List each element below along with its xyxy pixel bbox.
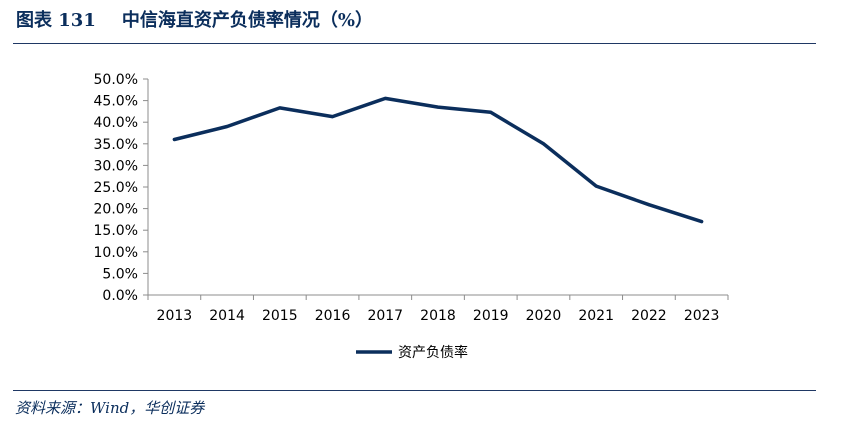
legend: 资产负债率 [356,344,468,361]
data-point [331,115,335,119]
data-point [225,125,229,129]
figure-number: 图表 131 [16,10,96,31]
data-point [172,137,176,141]
y-tick-label: 5.0% [102,266,138,282]
data-point [647,203,651,207]
legend-label: 资产负债率 [398,344,468,361]
y-axis: 0.0% 5.0% 10.0% 15.0% 20.0% 25.0% 30.0% 35.0% 40… [94,72,149,304]
x-tick-label: 2014 [209,308,245,324]
x-tick-label: 2013 [157,308,193,324]
x-tick-label: 2018 [420,308,456,324]
data-point [436,105,440,109]
data-point [489,110,493,114]
data-point [383,96,387,100]
title-divider [13,43,816,44]
y-tick-label: 45.0% [94,94,138,110]
figure-caption: 中信海直资产负债率情况（%） [121,10,373,31]
data-point [700,220,704,224]
figure-title: 图表 131 中信海直资产负债率情况（%） [16,6,373,32]
y-tick-label: 25.0% [94,180,138,196]
series-line [172,96,704,224]
data-point [278,106,282,110]
x-tick-label: 2017 [367,308,403,324]
source-divider [13,390,816,391]
x-tick-label: 2019 [473,308,509,324]
x-tick-label: 2022 [631,308,667,324]
y-tick-label: 50.0% [94,72,138,88]
y-tick-label: 40.0% [94,115,138,131]
x-axis: 2013 2014 2015 2016 2017 2018 2019 2020 2021 2022… [147,294,729,324]
data-point [594,184,598,188]
y-tick-label: 0.0% [102,288,138,304]
source-note: 资料来源：Wind，华创证券 [15,399,205,417]
x-tick-label: 2021 [578,308,614,324]
series-group [172,96,704,224]
x-tick-label: 2016 [315,308,351,324]
y-tick-label: 35.0% [94,137,138,153]
x-tick-label: 2015 [262,308,298,324]
y-tick-label: 15.0% [94,223,138,239]
y-tick-label: 10.0% [94,245,138,261]
data-point [541,142,545,146]
y-tick-label: 20.0% [94,202,138,218]
x-tick-label: 2020 [526,308,562,324]
x-tick-label: 2023 [684,308,720,324]
y-tick-label: 30.0% [94,158,138,174]
